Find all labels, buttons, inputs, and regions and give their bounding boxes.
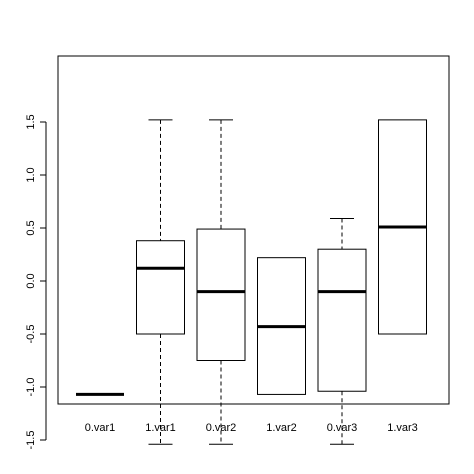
x-axis: 0.var1 1.var1 0.var2 1.var2 0.var3 1.var3 — [85, 422, 418, 434]
box-1-var1 — [136, 119, 185, 445]
box-0-var3 — [317, 217, 367, 445]
y-tick-label: -1.5 — [25, 431, 37, 450]
box-0-var2 — [196, 119, 246, 445]
x-tick-label: 0.var1 — [85, 422, 116, 434]
box-1-var2 — [257, 257, 306, 395]
y-tick-label: 1.5 — [25, 114, 37, 129]
y-tick-label: 0.0 — [25, 273, 37, 288]
plot-frame — [57, 55, 450, 405]
y-tick-label: -0.5 — [25, 325, 37, 344]
box-1-var3 — [378, 119, 427, 335]
iqr-box — [196, 228, 246, 361]
x-tick-label: 1.var2 — [266, 422, 297, 434]
x-tick-label: 0.var2 — [206, 422, 237, 434]
x-tick-label: 1.var3 — [387, 422, 418, 434]
y-axis: -1.5 -1.0 -0.5 0.0 0.5 1.0 1.5 — [25, 114, 47, 450]
iqr-box — [317, 248, 367, 392]
boxes-group — [76, 119, 427, 445]
y-tick-label: 1.0 — [25, 167, 37, 182]
y-tick-label: 0.5 — [25, 220, 37, 235]
iqr-box — [136, 240, 185, 335]
y-tick-label: -1.0 — [25, 378, 37, 397]
